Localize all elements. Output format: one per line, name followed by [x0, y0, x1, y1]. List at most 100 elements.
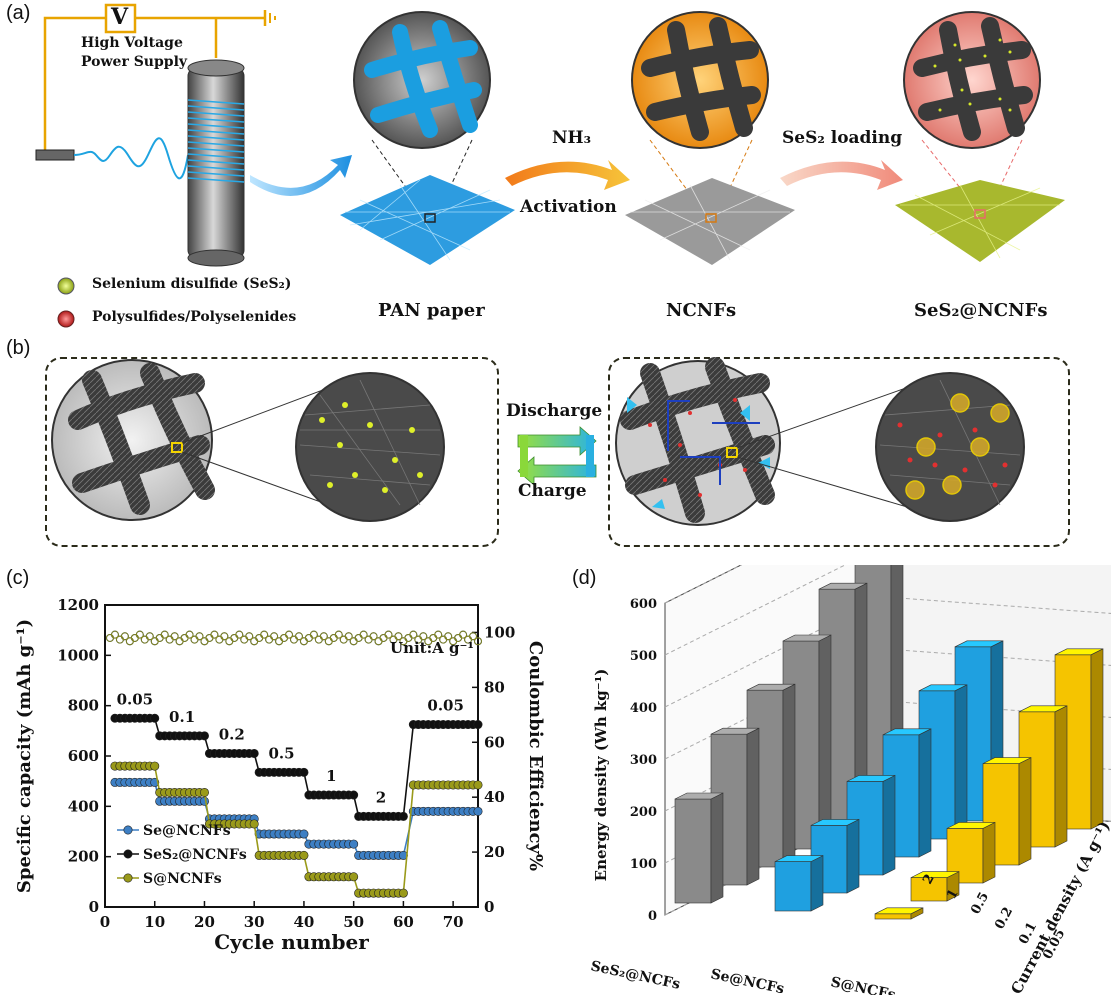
- y2-tick-label: 60: [484, 733, 505, 751]
- ce-point: [474, 637, 482, 646]
- ce-point: [324, 637, 333, 646]
- ce-point: [115, 635, 124, 644]
- legend-label: SeS₂@NCNFs: [143, 847, 247, 863]
- bar-top: [982, 757, 1032, 764]
- ce-point: [195, 632, 204, 641]
- capacity-point: [398, 888, 408, 898]
- ce-point: [180, 633, 189, 642]
- capacity-point: [199, 796, 209, 806]
- ce-point: [339, 635, 348, 644]
- ce-point: [379, 633, 388, 642]
- stage-pan-label: PAN paper: [378, 300, 485, 321]
- step-nh3-label: NH₃: [552, 128, 592, 148]
- ce-point: [309, 630, 318, 639]
- bar-side: [782, 683, 796, 868]
- ce-point: [314, 635, 323, 644]
- capacity-point: [473, 720, 483, 730]
- y-tick-label: 1200: [57, 596, 99, 614]
- ses2-ball-icon: [57, 277, 75, 295]
- ce-point: [130, 633, 139, 642]
- capacity-point: [299, 767, 309, 777]
- capacity-point: [150, 761, 160, 771]
- capacity-point: [199, 787, 209, 797]
- legend-poly-label: Polysulfides/Polyselenides: [92, 309, 297, 325]
- ce-point: [275, 637, 284, 646]
- ce-point: [419, 632, 428, 641]
- ce-point: [220, 632, 229, 641]
- panel-b-graphics: [51, 357, 1025, 526]
- current-tick-label: 0.2: [992, 905, 1016, 932]
- legend-marker: [123, 825, 133, 835]
- ce-point: [165, 635, 174, 644]
- y-tick-label: 600: [68, 747, 99, 765]
- grid-line: [664, 565, 847, 656]
- capacity-point: [349, 872, 359, 882]
- arrow-activation: [505, 160, 630, 190]
- ce-point: [240, 635, 249, 644]
- ce-point: [359, 630, 368, 639]
- x-tick-label: 30: [244, 913, 265, 931]
- step-loading-label: SeS₂ loading: [782, 128, 903, 148]
- bar-top: [782, 634, 832, 642]
- arrow-to-pan: [250, 155, 352, 196]
- y-tick-label: 1000: [57, 646, 99, 664]
- ce-point: [409, 630, 418, 639]
- y-axis-title: Specific capacity (mAh g⁻¹): [14, 619, 35, 893]
- ce-point: [250, 637, 259, 646]
- voltage-symbol: V: [111, 4, 129, 30]
- panel-d: (d) 0 100 200 300 400 500 600 Energy density (W…: [560, 565, 1111, 995]
- ce-point: [230, 633, 239, 642]
- bar-side: [882, 774, 896, 876]
- y2-tick-label: 0: [484, 898, 494, 916]
- ce-point: [294, 632, 303, 641]
- y-axis-title: Energy density (Wh kg⁻¹): [592, 669, 610, 882]
- bar-side: [818, 634, 832, 850]
- bar-side: [982, 821, 996, 884]
- bar-side: [846, 818, 860, 894]
- ce-point: [175, 637, 184, 646]
- ce-point: [200, 637, 209, 646]
- ce-point: [255, 633, 264, 642]
- x-tick-label: 20: [194, 913, 215, 931]
- y-tick-label: 200: [630, 805, 657, 820]
- stage-ses2-ncnfs-label: SeS₂@NCNFs: [914, 300, 1048, 321]
- y2-axis-title: Coulombic Efficiency%: [525, 641, 546, 871]
- power-supply-circuit: [43, 3, 276, 155]
- capacity-point: [398, 811, 408, 821]
- bar-front: [674, 798, 712, 904]
- capacity-point: [349, 790, 359, 800]
- bar-side: [954, 684, 968, 840]
- y-tick-label: 400: [68, 797, 99, 815]
- bar-side: [1018, 757, 1032, 866]
- ce-point: [265, 635, 274, 644]
- bar-side: [710, 792, 724, 904]
- y2-tick-label: 80: [484, 678, 505, 696]
- y-tick-label: 600: [630, 597, 657, 612]
- bar-top: [1018, 705, 1068, 713]
- rate-label: 0.2: [219, 725, 245, 743]
- ce-point: [319, 632, 328, 641]
- panel-b: (b): [0, 335, 1111, 565]
- rate-label: 2: [376, 788, 386, 806]
- ce-point: [140, 635, 149, 644]
- ce-point: [155, 633, 164, 642]
- panel-a: (a): [0, 0, 1111, 335]
- ce-point: [299, 637, 308, 646]
- ce-point: [215, 635, 224, 644]
- ce-point: [120, 632, 129, 641]
- current-tick-label: 0.5: [968, 890, 992, 917]
- discharged-state-box: [45, 357, 499, 547]
- rate-label: 0.05: [117, 690, 154, 708]
- rate-label: 0.1: [169, 708, 195, 726]
- y-tick-label: 200: [68, 848, 99, 866]
- capacity-point: [150, 713, 160, 723]
- bar-top: [810, 819, 860, 826]
- capacity-point: [349, 839, 359, 849]
- ce-point: [374, 637, 383, 646]
- x-tick-label: 10: [144, 913, 165, 931]
- material-label: SeS₂@NCFs: [589, 958, 681, 993]
- ce-point: [160, 630, 169, 639]
- ce-point: [245, 632, 254, 641]
- ce-point: [110, 630, 119, 639]
- bar-top: [710, 727, 760, 735]
